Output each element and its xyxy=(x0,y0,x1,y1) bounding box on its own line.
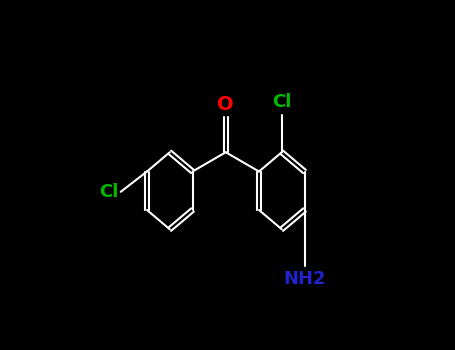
Text: O: O xyxy=(217,95,234,114)
Text: NH2: NH2 xyxy=(283,270,326,287)
Text: Cl: Cl xyxy=(272,93,292,111)
Text: Cl: Cl xyxy=(100,183,119,201)
